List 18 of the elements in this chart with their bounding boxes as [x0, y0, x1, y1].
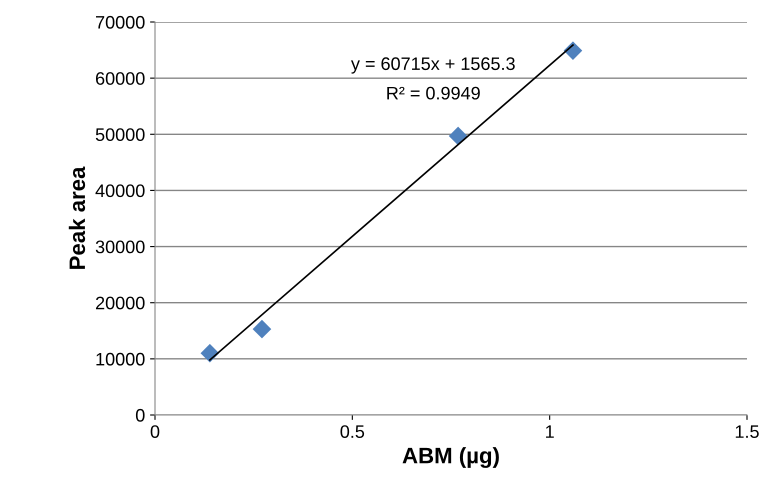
- y-tick-label: 10000: [96, 352, 145, 366]
- y-tick-label: 60000: [96, 72, 145, 85]
- point: [448, 126, 468, 146]
- y-tick-label: 20000: [96, 296, 145, 310]
- y-tick-label: 50000: [96, 128, 145, 142]
- x-tick-label: 0.5: [340, 425, 364, 438]
- annotation: y = 60715x + 1565.3: [350, 57, 515, 74]
- annotation: R² = 0.9949: [387, 86, 480, 100]
- x-tick-label: 0: [150, 425, 160, 438]
- y-tick-label: 70000: [96, 16, 145, 29]
- x-tick-label: 1.5: [736, 425, 759, 438]
- x-tick-label: 1: [546, 425, 554, 438]
- y-tick-label: 30000: [96, 240, 145, 254]
- y-axis-title: Peak area: [68, 166, 86, 269]
- point: [252, 320, 272, 338]
- y-tick-label: 0: [136, 408, 145, 422]
- y-tick-label: 40000: [95, 184, 145, 198]
- x-axis-title: ABM (µg): [402, 447, 499, 468]
